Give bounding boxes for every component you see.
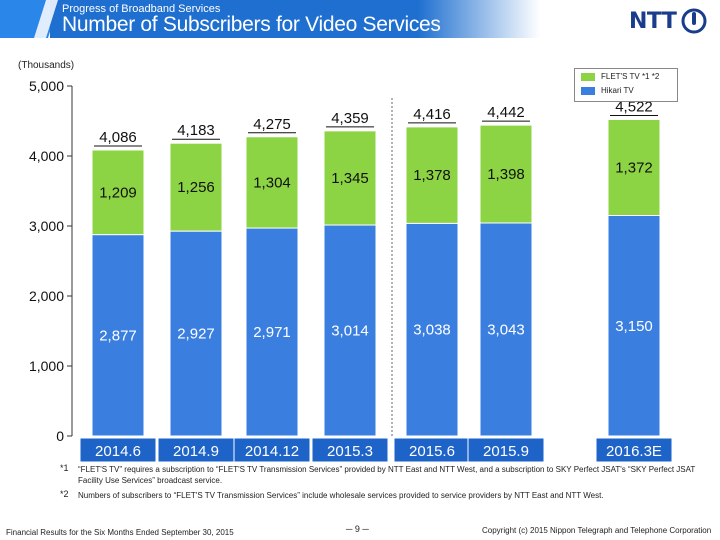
data-label-flets-tv: 1,398: [487, 166, 525, 183]
note-1-mark: *1: [60, 463, 69, 473]
data-label-flets-tv: 1,372: [615, 159, 653, 176]
category-label-box: [233, 437, 311, 463]
x-tick-label: 2014.6: [95, 443, 141, 460]
category-label-box: [157, 437, 235, 463]
x-tick-label: 2016.3E: [606, 443, 662, 460]
category-label-box: [393, 437, 471, 463]
total-label: 4,086: [99, 129, 137, 146]
header-subtitle: Progress of Broadband Services: [62, 3, 221, 15]
page-title: Number of Subscribers for Video Services: [62, 13, 441, 36]
page-number: ─ 9 ─: [346, 524, 369, 534]
bar-hikari-tv: [245, 227, 299, 437]
bar-hikari-tv: [479, 222, 533, 437]
y-tick-label: 5,000: [29, 78, 64, 94]
bar-flets-tv: [169, 142, 223, 232]
bar-hikari-tv: [607, 215, 661, 437]
bar-hikari-tv: [323, 224, 377, 437]
legend-label-hikari: Hikari TV: [601, 86, 634, 95]
total-label: 4,359: [331, 110, 369, 127]
category-label-box: [79, 437, 157, 463]
header-banner: [0, 0, 540, 38]
page-header: Progress of Broadband Services Number of…: [0, 0, 540, 40]
total-label: 4,183: [177, 122, 215, 139]
data-label-flets-tv: 1,256: [177, 179, 215, 196]
y-tick-label: 4,000: [29, 148, 64, 164]
note-2-text: Numbers of subscribers to “FLET'S TV Tra…: [78, 491, 604, 500]
data-label-flets-tv: 1,378: [413, 167, 451, 184]
chart-legend: FLET'S TV *1 *2 Hikari TV: [574, 68, 678, 102]
data-label-flets-tv: 1,345: [331, 170, 369, 187]
note-2-mark: *2: [60, 489, 69, 499]
ntt-logo: NTT: [629, 8, 709, 38]
y-tick-label: 2,000: [29, 288, 64, 304]
legend-label-flets: FLET'S TV *1 *2: [601, 72, 660, 81]
bar-flets-tv: [607, 118, 661, 216]
data-label-hikari-tv: 3,038: [413, 322, 451, 339]
y-tick-label: 3,000: [29, 218, 64, 234]
x-tick-label: 2015.6: [409, 443, 455, 460]
total-label: 4,522: [615, 98, 653, 115]
x-tick-label: 2014.9: [173, 443, 219, 460]
logo-text: NTT: [629, 9, 677, 34]
data-label-hikari-tv: 2,877: [99, 327, 137, 344]
units-label: (Thousands): [18, 60, 75, 71]
data-label-hikari-tv: 3,043: [487, 321, 525, 338]
data-label-hikari-tv: 2,971: [253, 324, 291, 341]
ntt-logo-mark-icon: [681, 8, 707, 34]
bar-flets-tv: [91, 149, 145, 236]
footer-copyright: Copyright (c) 2015 Nippon Telegraph and …: [482, 526, 712, 535]
category-label-box: [595, 437, 673, 463]
y-tick-label: 1,000: [29, 358, 64, 374]
footer-document-title: Financial Results for the Six Months End…: [6, 528, 234, 537]
data-label-flets-tv: 1,304: [253, 174, 291, 191]
total-label: 4,275: [253, 116, 291, 133]
legend-swatch-hikari: [581, 87, 595, 95]
bar-hikari-tv: [91, 234, 145, 437]
bar-flets-tv: [245, 136, 299, 229]
total-label: 4,442: [487, 104, 525, 121]
data-label-hikari-tv: 3,150: [615, 318, 653, 335]
category-label-box: [311, 437, 389, 463]
category-label-box: [467, 437, 545, 463]
bar-flets-tv: [405, 126, 459, 224]
data-label-flets-tv: 1,209: [99, 184, 137, 201]
data-label-hikari-tv: 3,014: [331, 323, 369, 340]
y-tick-label: 0: [56, 428, 64, 444]
data-label-hikari-tv: 2,927: [177, 326, 215, 343]
x-tick-label: 2015.3: [327, 443, 373, 460]
x-tick-label: 2015.9: [483, 443, 529, 460]
note-1-text: “FLET'S TV” requires a subscription to “…: [78, 465, 696, 485]
x-tick-label: 2014.12: [245, 443, 299, 460]
bar-flets-tv: [479, 124, 533, 224]
total-label: 4,416: [413, 106, 451, 123]
bar-hikari-tv: [169, 230, 223, 437]
subscribers-chart: 0 1,000 2,000 3,000 4,000 5,000 2,877 1,209 4,08…: [29, 78, 673, 463]
bar-flets-tv: [323, 130, 377, 226]
legend-swatch-flets: [581, 73, 595, 81]
